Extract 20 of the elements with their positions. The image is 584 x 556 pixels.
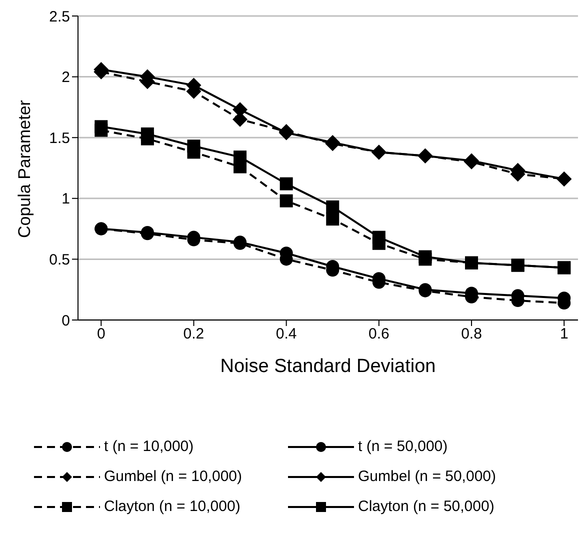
- y-axis-title: Copula Parameter: [15, 100, 34, 238]
- y-tick-label: 2.5: [49, 8, 70, 26]
- legend-label: t (n = 10,000): [104, 438, 194, 455]
- legend-label: t (n = 50,000): [358, 438, 448, 455]
- y-tick-label: 0: [62, 312, 70, 330]
- y-tick-label: 1.5: [49, 130, 70, 147]
- y-tick-label: 2: [62, 69, 70, 86]
- x-tick-label: 0: [96, 326, 106, 343]
- legend-label: Clayton (n = 50,000): [358, 498, 494, 515]
- legend-label: Clayton (n = 10,000): [104, 498, 240, 515]
- x-tick-label: 0.2: [183, 326, 204, 343]
- legend-label: Gumbel (n = 10,000): [104, 468, 242, 485]
- x-tick-label: 0.6: [368, 326, 390, 343]
- x-tick-label: 1: [560, 326, 568, 343]
- x-tick-label: 0.8: [461, 326, 482, 343]
- x-axis-title: Noise Standard Deviation: [220, 356, 436, 377]
- x-tick-label: 0.4: [276, 326, 297, 343]
- y-tick-label: 0.5: [49, 252, 70, 269]
- legend-label: Gumbel (n = 50,000): [358, 468, 496, 485]
- y-tick-label: 1: [62, 190, 70, 208]
